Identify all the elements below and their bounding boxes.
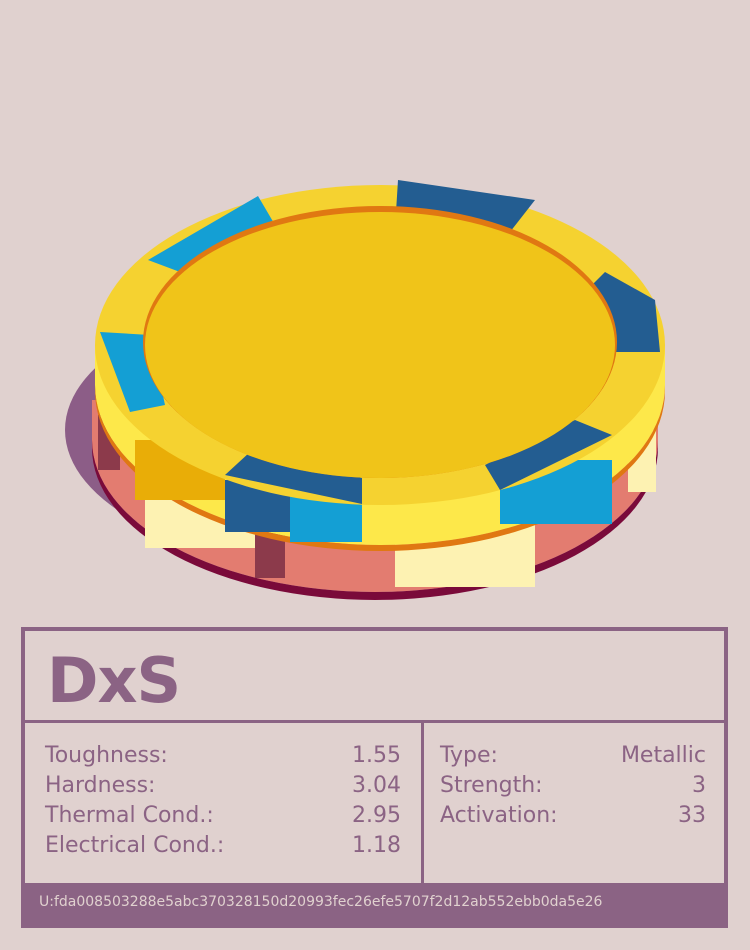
- stats-right-column: Type: Metallic Strength: 3 Activation: 3…: [440, 741, 706, 831]
- card-divider-horizontal: [25, 720, 724, 723]
- stat-value: 33: [678, 803, 706, 828]
- rim-blue-segment-5: [225, 452, 362, 504]
- uid-footer: U:fda008503288e5abc370328150d20993fec26e…: [25, 883, 724, 924]
- stat-value: Metallic: [620, 743, 706, 768]
- stat-label: Strength:: [440, 773, 543, 798]
- stat-label: Toughness:: [45, 743, 168, 768]
- stat-electrical-cond: Electrical Cond.: 1.18: [45, 831, 401, 861]
- token-name: DxS: [47, 644, 181, 717]
- stat-thermal-cond: Thermal Cond.: 2.95: [45, 801, 401, 831]
- inner-face: [145, 212, 615, 478]
- stat-label: Electrical Cond.:: [45, 833, 225, 858]
- stats-left-column: Toughness: 1.55 Hardness: 3.04 Thermal C…: [45, 741, 401, 861]
- token-info-card: DxS Toughness: 1.55 Hardness: 3.04 Therm…: [21, 627, 728, 928]
- rim-blue-segment-1: [148, 196, 275, 272]
- stat-type: Type: Metallic: [440, 741, 706, 771]
- card-divider-vertical: [421, 723, 424, 888]
- stat-value: 1.18: [352, 833, 401, 858]
- stat-label: Type:: [440, 743, 498, 768]
- chip-illustration: [65, 180, 665, 600]
- stat-label: Thermal Cond.:: [45, 803, 214, 828]
- rim-blue-segment-2: [396, 180, 535, 232]
- stat-value: 3.04: [352, 773, 401, 798]
- stat-toughness: Toughness: 1.55: [45, 741, 401, 771]
- stat-value: 3: [692, 773, 706, 798]
- stat-label: Hardness:: [45, 773, 156, 798]
- stat-strength: Strength: 3: [440, 771, 706, 801]
- token-uid: U:fda008503288e5abc370328150d20993fec26e…: [39, 894, 603, 910]
- stat-activation: Activation: 33: [440, 801, 706, 831]
- stat-label: Activation:: [440, 803, 558, 828]
- stat-value: 2.95: [352, 803, 401, 828]
- stat-hardness: Hardness: 3.04: [45, 771, 401, 801]
- rim-blue-segment-6: [485, 420, 612, 490]
- stat-value: 1.55: [352, 743, 401, 768]
